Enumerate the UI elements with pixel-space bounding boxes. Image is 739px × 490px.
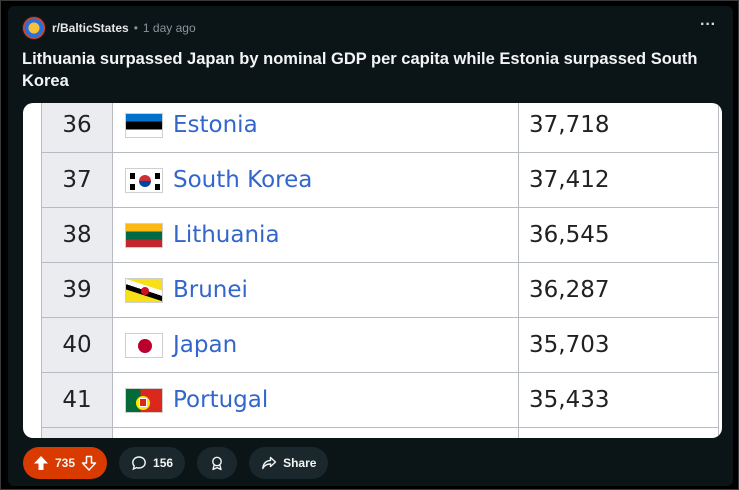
subreddit-name[interactable]: r/BalticStates	[52, 21, 129, 35]
table-row	[41, 427, 719, 438]
upvote-icon[interactable]	[33, 455, 49, 471]
rank-cell: 36	[41, 103, 113, 153]
subreddit-avatar[interactable]	[22, 16, 46, 40]
table-row: 39 Brunei 36,287	[41, 262, 719, 318]
country-link: Lithuania	[173, 222, 280, 248]
table-row: 41 Portugal 35,433	[41, 372, 719, 428]
japan-flag-icon	[125, 332, 163, 358]
rank-cell: 39	[41, 262, 113, 318]
comments-button[interactable]: 156	[119, 447, 186, 479]
country-cell	[112, 427, 519, 438]
post-title[interactable]: Lithuania surpassed Japan by nominal GDP…	[22, 50, 698, 90]
share-button[interactable]: Share	[249, 447, 329, 479]
gdp-value: 36,545	[518, 207, 719, 263]
gdp-value: 37,412	[518, 152, 719, 208]
award-icon	[209, 455, 225, 471]
rank-cell	[41, 427, 113, 438]
estonia-flag-icon	[125, 112, 163, 138]
gdp-value	[518, 427, 719, 438]
table-row: 37 South Korea 37,412	[41, 152, 719, 208]
gdp-table: 36 Estonia 37,718 37 South Korea 37,412	[41, 103, 719, 438]
vote-control: 735	[23, 447, 108, 479]
award-button[interactable]	[197, 447, 238, 479]
gdp-value: 37,718	[518, 103, 719, 153]
rank-cell: 38	[41, 207, 113, 263]
post-header: r/BalticStates • 1 day ago	[22, 15, 196, 41]
share-icon	[261, 455, 277, 471]
south-korea-flag-icon	[125, 167, 163, 193]
gdp-value: 36,287	[518, 262, 719, 318]
post-card[interactable]: r/BalticStates • 1 day ago ··· Lithuania…	[8, 6, 733, 486]
country-cell: Brunei	[112, 262, 519, 318]
country-cell: Japan	[112, 317, 519, 373]
country-link: South Korea	[173, 167, 313, 193]
brunei-flag-icon	[125, 277, 163, 303]
downvote-icon[interactable]	[81, 455, 97, 471]
share-label: Share	[283, 456, 317, 470]
country-cell: Portugal	[112, 372, 519, 428]
rank-cell: 37	[41, 152, 113, 208]
rank-cell: 41	[41, 372, 113, 428]
more-options-icon[interactable]: ···	[700, 16, 716, 33]
comment-count: 156	[153, 456, 174, 470]
post-time: 1 day ago	[142, 21, 196, 35]
country-cell: Lithuania	[112, 207, 519, 263]
lithuania-flag-icon	[125, 222, 163, 248]
gdp-value: 35,703	[518, 317, 719, 373]
country-cell: South Korea	[112, 152, 519, 208]
table-row: 38 Lithuania 36,545	[41, 207, 719, 263]
country-link: Portugal	[173, 387, 269, 413]
meta-separator: •	[133, 21, 138, 35]
country-link: Japan	[173, 332, 238, 358]
score-count: 735	[55, 456, 76, 470]
table-row: 40 Japan 35,703	[41, 317, 719, 373]
country-link: Estonia	[173, 112, 258, 138]
country-link: Brunei	[173, 277, 248, 303]
country-cell: Estonia	[112, 103, 519, 153]
post-image[interactable]: 36 Estonia 37,718 37 South Korea 37,412	[23, 103, 722, 438]
portugal-flag-icon	[125, 387, 163, 413]
rank-cell: 40	[41, 317, 113, 373]
gdp-value: 35,433	[518, 372, 719, 428]
action-bar: 735 156 Share	[23, 447, 329, 479]
comment-icon	[131, 455, 147, 471]
table-row: 36 Estonia 37,718	[41, 103, 719, 153]
